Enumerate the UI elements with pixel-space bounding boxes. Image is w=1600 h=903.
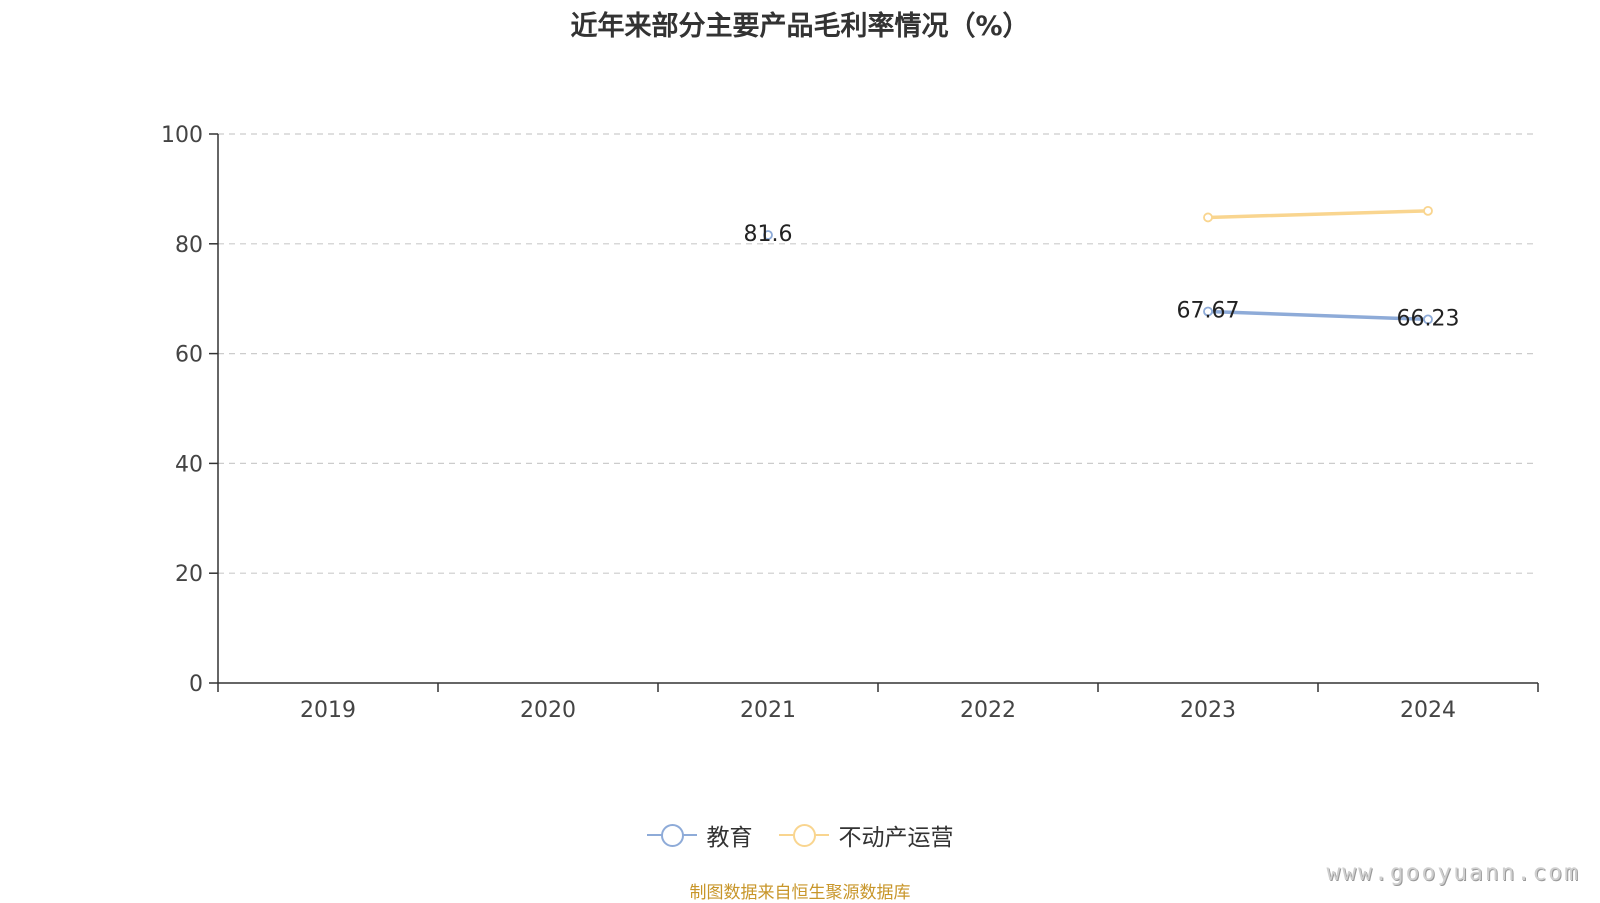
grid-lines xyxy=(218,133,1538,574)
x-tick-label: 2024 xyxy=(1400,698,1456,723)
x-tick-label: 2022 xyxy=(960,698,1016,723)
data-point xyxy=(1203,306,1213,317)
x-tick-label: 2019 xyxy=(300,698,356,723)
series-line-segment xyxy=(1206,309,1430,322)
y-tick-label: 40 xyxy=(175,452,203,477)
legend-marker-icon xyxy=(646,823,697,847)
source-note: 制图数据来自恒生聚源数据库 xyxy=(689,883,911,903)
x-tick-label: 2020 xyxy=(520,698,576,723)
legend-item-real-estate[interactable]: 不动产运营 xyxy=(778,818,954,852)
y-tick-label: 80 xyxy=(175,233,203,258)
legend: 教育 不动产运营 xyxy=(0,818,1600,852)
x-tick-label: 2023 xyxy=(1180,698,1236,723)
series-line-segment xyxy=(1206,209,1430,220)
data-point xyxy=(1423,314,1433,325)
legend-label: 教育 xyxy=(706,825,753,851)
data-point xyxy=(763,230,773,240)
data-label: 81.6 xyxy=(744,222,793,247)
y-tick-label: 0 xyxy=(189,672,203,697)
legend-marker-icon xyxy=(778,823,829,847)
series-lines xyxy=(763,205,1433,325)
y-tick-label: 60 xyxy=(175,343,203,368)
y-tick-label: 20 xyxy=(175,562,203,587)
chart-title: 近年来部分主要产品毛利率情况（%） xyxy=(570,11,1030,42)
data-label: 66.23 xyxy=(1397,306,1460,331)
y-tick-label: 100 xyxy=(161,123,203,148)
data-point xyxy=(1423,205,1433,216)
axes: 0 20 40 60 80 100 2019 2020 2021 2022 2023 2024 xyxy=(161,123,1539,723)
data-label: 67.67 xyxy=(1177,298,1240,323)
data-point xyxy=(1203,212,1213,223)
legend-item-education[interactable]: 教育 xyxy=(646,818,753,852)
legend-label: 不动产运营 xyxy=(838,825,954,851)
x-tick-label: 2021 xyxy=(740,698,796,723)
watermark: www.gooyuann.com xyxy=(1326,860,1580,886)
data-labels: 81.6 67.67 66.23 xyxy=(744,222,1460,331)
